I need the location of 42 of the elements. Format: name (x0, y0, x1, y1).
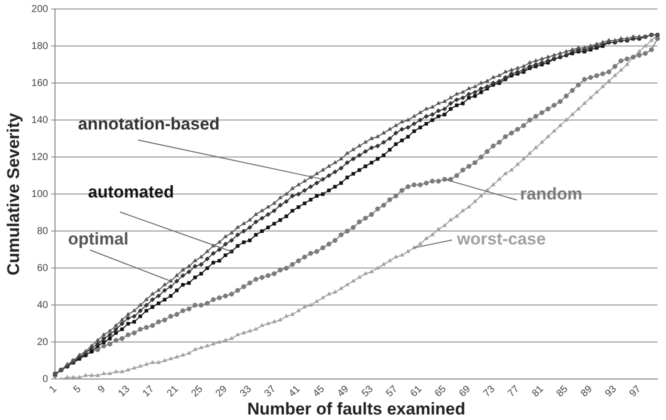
y-tick-label: 100 (31, 188, 49, 200)
y-tick-label: 0 (42, 374, 49, 385)
text: optimal (68, 230, 128, 249)
x-tick-label: 41 (286, 383, 303, 400)
y-axis-title: Cumulative Severity (4, 112, 23, 276)
x-tick-label: 57 (384, 383, 400, 400)
x-tick-label: 13 (116, 383, 132, 400)
x-tick-label: 37 (262, 383, 279, 400)
x-tick-label: 49 (336, 383, 352, 400)
text: annotation-based (78, 114, 220, 134)
x-tick-label: 45 (311, 383, 328, 400)
x-tick-label: 33 (238, 383, 254, 400)
x-tick-label: 21 (165, 383, 182, 400)
x-tick-label: 69 (457, 383, 474, 400)
x-tick-label: 1 (47, 383, 60, 396)
x-tick-label: 93 (603, 383, 620, 400)
x-axis-title: Number of faults examined (247, 399, 466, 418)
x-tick-label: 25 (190, 383, 206, 400)
text: automated (88, 182, 174, 202)
x-tick-label: 73 (482, 383, 498, 400)
y-tick-label: 180 (31, 40, 49, 52)
x-tick-label: 89 (579, 383, 595, 400)
x-tick-label: 5 (72, 383, 84, 396)
x-tick-label: 85 (554, 383, 571, 400)
x-tick-label: 9 (96, 383, 108, 396)
x-tick-label: 17 (140, 383, 157, 400)
series-label: worst-case (456, 230, 546, 249)
y-tick-label: 20 (36, 336, 49, 348)
y-tick-label: 160 (31, 78, 49, 89)
x-tick-label: 61 (408, 383, 425, 400)
x-tick-label: 81 (530, 383, 546, 400)
y-tick-label: 40 (36, 300, 49, 311)
y-tick-label: 140 (31, 114, 49, 126)
y-tick-label: 80 (36, 226, 49, 237)
x-tick-label: 53 (360, 383, 376, 400)
x-tick-label: 29 (214, 383, 230, 400)
x-tick-label: 65 (432, 383, 449, 400)
y-tick-label: 60 (36, 262, 49, 274)
x-tick-label: 77 (506, 383, 522, 400)
y-tick-label: 120 (31, 152, 49, 163)
x-tick-label: 97 (628, 383, 644, 400)
y-tick-label: 200 (31, 4, 49, 15)
